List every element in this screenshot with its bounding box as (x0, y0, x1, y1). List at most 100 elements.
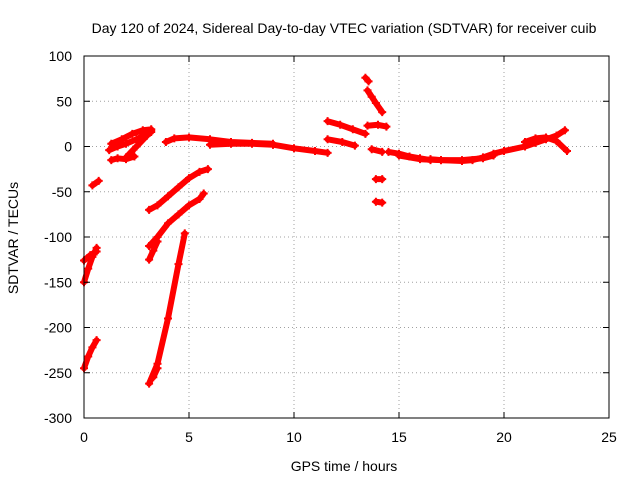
data-point (290, 144, 298, 153)
data-point (542, 133, 550, 142)
data-point (122, 139, 130, 148)
data-point (174, 183, 183, 192)
data-point (323, 117, 332, 126)
y-tick-label: 0 (64, 139, 72, 155)
series-track-o (207, 140, 276, 148)
data-point (88, 343, 97, 352)
data-point (489, 149, 498, 158)
data-point (378, 198, 387, 207)
data-point (113, 154, 122, 163)
data-point (206, 140, 214, 149)
data-point (145, 242, 154, 251)
data-point (145, 379, 154, 388)
y-tick-label: -150 (44, 274, 72, 290)
y-tick-label: -100 (44, 229, 72, 245)
x-tick-label: 15 (391, 429, 407, 445)
data-point (122, 153, 130, 162)
data-point (143, 131, 151, 140)
data-point (185, 174, 193, 183)
data-point (269, 140, 277, 149)
data-point (105, 146, 114, 155)
x-tick-label: 20 (496, 429, 512, 445)
data-point (248, 139, 256, 148)
data-point (174, 210, 183, 219)
data-point (227, 139, 235, 148)
data-point (145, 255, 154, 264)
series-track-a (81, 337, 100, 372)
data-point (384, 147, 393, 156)
data-point (86, 251, 95, 260)
data-point (149, 373, 158, 382)
data-point (378, 175, 387, 184)
y-tick-label: 100 (49, 48, 73, 64)
data-point (468, 156, 477, 165)
data-point (395, 151, 403, 160)
data-point (382, 122, 391, 131)
data-point (371, 99, 380, 108)
data-point (367, 145, 376, 154)
data-point (92, 247, 101, 256)
data-point (479, 153, 487, 162)
data-point (552, 137, 561, 146)
data-point (164, 219, 172, 228)
data-point (531, 134, 540, 143)
data-point (195, 167, 204, 176)
y-tick-label: -300 (44, 410, 72, 426)
y-tick-label: -50 (52, 184, 72, 200)
x-tick-label: 5 (185, 429, 193, 445)
x-tick-label: 25 (601, 429, 617, 445)
x-tick-label: 10 (286, 429, 302, 445)
data-point (521, 137, 529, 146)
data-point (180, 229, 189, 238)
data-point (363, 86, 372, 95)
data-point (117, 135, 126, 144)
data-point (426, 155, 435, 164)
data-point (348, 125, 357, 134)
data-marks (80, 73, 571, 388)
data-point (149, 246, 158, 255)
data-point (350, 141, 359, 150)
data-point (153, 364, 162, 373)
y-tick-label: -250 (44, 365, 72, 381)
data-point (161, 137, 170, 146)
x-axis-label: GPS time / hours (291, 458, 398, 474)
data-point (185, 133, 193, 142)
data-point (94, 176, 103, 185)
data-point (336, 120, 345, 129)
data-point (128, 129, 137, 138)
data-point (560, 126, 569, 135)
series-track-p (270, 141, 331, 156)
data-point (203, 165, 212, 174)
grid-lines (84, 56, 609, 418)
series-track-q (324, 118, 369, 137)
data-point (185, 201, 193, 210)
data-point (132, 135, 141, 144)
data-point (458, 156, 466, 165)
data-point (361, 129, 370, 138)
data-point (153, 201, 162, 210)
data-point (107, 156, 116, 165)
series-track-s (364, 87, 386, 116)
data-point (437, 156, 445, 165)
data-point (174, 260, 183, 269)
data-point (378, 108, 387, 117)
data-point (164, 314, 172, 323)
y-axis-ticks: -300 -250 -200 -150 -100 -50 0 50 100 (44, 48, 609, 426)
data-point (130, 152, 139, 161)
data-point (170, 134, 179, 143)
data-point (323, 135, 332, 144)
data-point (88, 181, 97, 190)
data-point (138, 126, 147, 135)
y-tick-label: -200 (44, 320, 72, 336)
data-point (323, 148, 332, 157)
data-point (84, 352, 93, 361)
data-point (311, 147, 319, 156)
data-point (147, 126, 156, 135)
series-track-h (123, 127, 155, 161)
data-point (199, 189, 208, 198)
data-point (367, 92, 376, 101)
data-point (364, 77, 373, 86)
data-point (145, 205, 154, 214)
